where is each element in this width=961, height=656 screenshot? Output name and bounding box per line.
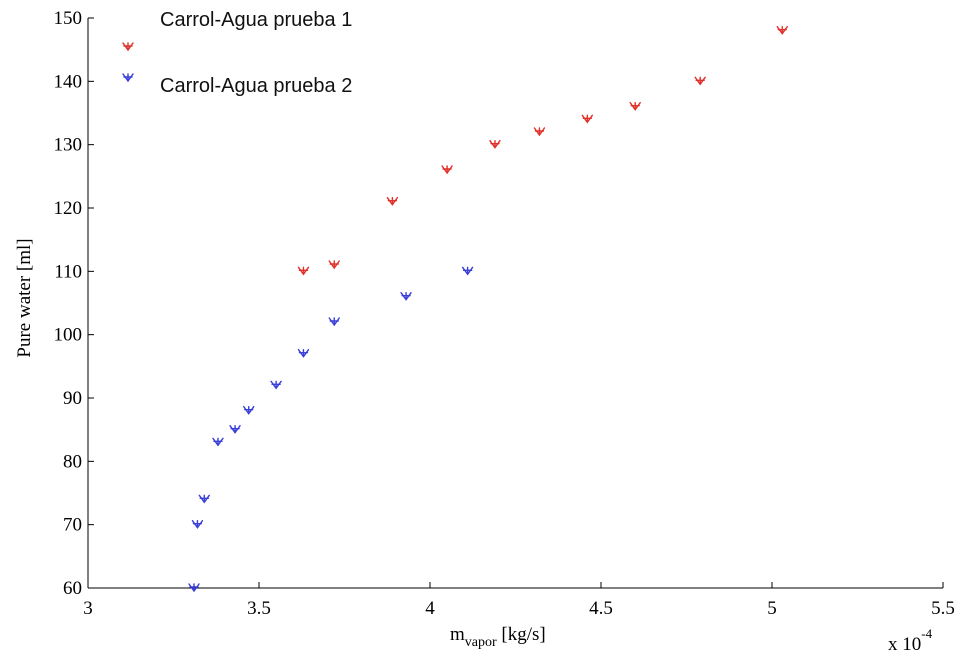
x-axis-label-unit: [kg/s] xyxy=(497,624,546,645)
series-2 xyxy=(188,266,474,593)
y-tick-label: 140 xyxy=(54,71,83,92)
legend-marker xyxy=(122,73,134,83)
y-tick-label: 150 xyxy=(54,8,83,29)
series-2-point-glyph xyxy=(328,317,340,327)
series-1-point xyxy=(441,165,453,175)
legend-label: Carrol-Agua prueba 2 xyxy=(160,75,352,97)
x-axis-multiplier-exponent: -4 xyxy=(921,626,932,641)
x-tick-label: 3.5 xyxy=(247,598,271,619)
series-1-point-glyph xyxy=(297,266,310,276)
series-1-point xyxy=(328,260,340,270)
series-1-point-glyph xyxy=(489,139,501,149)
series-2-point-glyph xyxy=(198,494,210,504)
y-tick-label: 120 xyxy=(54,198,83,219)
x-axis-label-main: m xyxy=(450,624,465,645)
series-2-point xyxy=(297,348,310,358)
series-2-point xyxy=(400,291,412,301)
series-1-point-glyph xyxy=(533,127,546,137)
y-tick-label: 100 xyxy=(54,325,83,346)
series-2-point xyxy=(270,380,282,390)
x-axis-label-sub: vapor xyxy=(465,635,497,650)
series-2-point-glyph xyxy=(461,266,474,276)
series-2-point-glyph xyxy=(188,583,200,593)
series-1-point-glyph xyxy=(629,101,641,111)
ticks: 3 3.5 4 4.5 5 5.5 60 70 80 90 100 110 120 130 140 150 xyxy=(54,8,955,619)
series-1-point-glyph xyxy=(441,165,453,175)
data-marks xyxy=(188,25,788,593)
x-tick-label: 4 xyxy=(425,598,435,619)
x-tick-label: 5 xyxy=(767,598,777,619)
series-1-point xyxy=(533,127,546,137)
series-1-point-glyph xyxy=(328,260,340,270)
series-1-point xyxy=(776,25,788,35)
legend-marker-glyph xyxy=(122,42,134,52)
series-1-point xyxy=(629,101,641,111)
x-tick-label: 3 xyxy=(83,598,93,619)
series-1-point-glyph xyxy=(776,25,788,35)
axes xyxy=(87,18,943,589)
x-axis-multiplier: x 10-4 xyxy=(888,626,933,655)
series-2-point-glyph xyxy=(297,348,310,358)
series-1-point-glyph xyxy=(386,196,399,206)
y-tick-label: 90 xyxy=(63,388,82,409)
series-2-point-glyph xyxy=(243,405,255,415)
legend: Carrol-Agua prueba 1 Carrol-Agua prueba 2 xyxy=(122,9,352,97)
x-axis-multiplier-base: x 10 xyxy=(888,634,921,655)
series-2-point-glyph xyxy=(229,424,241,434)
series-2-point xyxy=(191,519,204,529)
series-2-point xyxy=(328,317,340,327)
y-tick-label: 80 xyxy=(63,451,82,472)
series-1-point-glyph xyxy=(694,76,706,86)
series-2-point xyxy=(198,494,210,504)
series-2-point-glyph xyxy=(400,291,412,301)
series-2-point-glyph xyxy=(270,380,282,390)
y-tick-label: 110 xyxy=(54,261,82,282)
series-2-point xyxy=(229,424,241,434)
legend-label: Carrol-Agua prueba 1 xyxy=(160,9,352,31)
series-1-point xyxy=(694,76,706,86)
x-tick-label: 4.5 xyxy=(589,598,613,619)
series-1 xyxy=(297,25,788,276)
y-tick-label: 130 xyxy=(54,135,83,156)
series-2-point xyxy=(461,266,474,276)
x-tick-label: 5.5 xyxy=(931,598,955,619)
series-1-point xyxy=(386,196,399,206)
series-2-point xyxy=(243,405,255,415)
legend-item-2: Carrol-Agua prueba 2 xyxy=(122,73,352,97)
series-1-point xyxy=(297,266,310,276)
series-2-point-glyph xyxy=(191,519,204,529)
series-2-point xyxy=(188,583,200,593)
series-2-point-glyph xyxy=(212,437,224,447)
legend-marker xyxy=(122,42,134,52)
y-tick-label: 70 xyxy=(63,515,82,536)
series-1-point xyxy=(581,114,594,124)
y-axis-label: Pure water [ml] xyxy=(14,238,35,357)
legend-marker-glyph xyxy=(122,73,134,83)
y-tick-label: 60 xyxy=(63,578,82,599)
series-1-point-glyph xyxy=(581,114,594,124)
series-1-point xyxy=(489,139,501,149)
series-2-point xyxy=(212,437,224,447)
legend-item-1: Carrol-Agua prueba 1 xyxy=(122,9,352,52)
x-axis-label: mvapor [kg/s] xyxy=(450,624,546,650)
